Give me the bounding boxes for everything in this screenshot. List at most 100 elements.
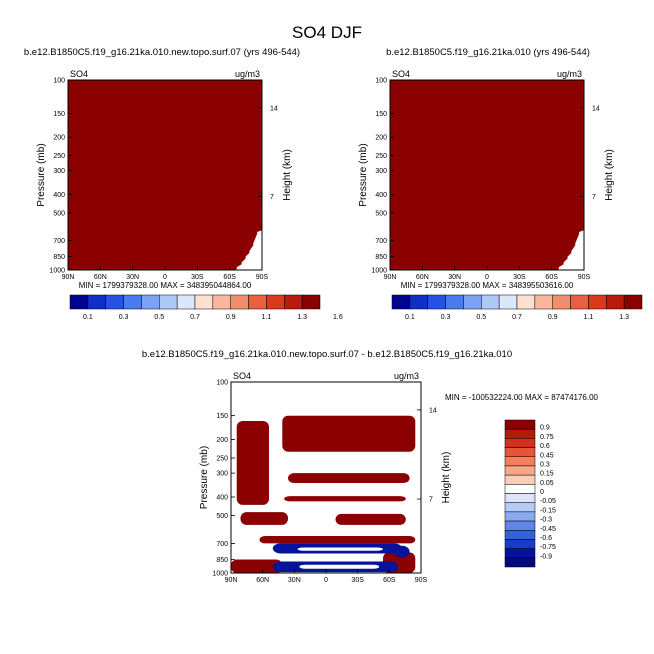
- p1-colorbar-box: [409, 294, 428, 310]
- p2-colorbar-label: -0.15: [540, 507, 556, 514]
- p2-colorbar-box: [504, 557, 536, 568]
- p0-ytick-right-label: 7: [270, 194, 274, 201]
- p0-colorbar-label: 0.3: [119, 314, 129, 321]
- p2-ytick-label: 250: [216, 456, 228, 463]
- p1-xtick-label: 30S: [513, 274, 526, 281]
- p1-ytick-label: 500: [375, 210, 387, 217]
- p0-xtick-label: 30S: [191, 274, 204, 281]
- p0-colorbar-label: 0.9: [226, 314, 236, 321]
- p0-ytick-label: 200: [53, 135, 65, 142]
- p0-xtick-label: 60N: [94, 274, 107, 281]
- p0-units-label: ug/m3: [235, 69, 260, 79]
- p0-missing-region: [234, 230, 262, 270]
- p1-ytick-label: 100: [375, 78, 387, 85]
- p1-colorbar-box: [606, 294, 625, 310]
- p2-colorbar-label: -0.45: [540, 526, 556, 533]
- p1-variable-label: SO4: [392, 69, 410, 79]
- p1-xtick-label: 60S: [545, 274, 558, 281]
- p0-colorbar-label: 1.3: [297, 314, 307, 321]
- p0-colorbar-label: 0.1: [83, 314, 93, 321]
- p0-colorbar-label: 1.1: [262, 314, 272, 321]
- p1-ytick-right-label: 7: [592, 194, 596, 201]
- p2-xtick-label: 60S: [383, 577, 396, 584]
- p2-colorbar-label: -0.6: [540, 535, 552, 542]
- p1-xtick-label: 90S: [578, 274, 591, 281]
- p2-positive-region: [335, 513, 406, 525]
- p2-positive-region: [236, 420, 269, 505]
- p0-xtick-label: 90S: [256, 274, 269, 281]
- p2-xtick-label: 30S: [351, 577, 364, 584]
- p1-ytick-label: 150: [375, 111, 387, 118]
- p1-xtick-label: 30N: [448, 274, 461, 281]
- p2-positive-region: [282, 415, 416, 452]
- p2-xtick-label: 90S: [415, 577, 428, 584]
- p0-colorbar-box: [87, 294, 106, 310]
- p1-colorbar-box: [552, 294, 571, 310]
- p2-units-label: ug/m3: [394, 371, 419, 381]
- p0-colorbar-box: [69, 294, 89, 310]
- p2-colorbar-label: -0.9: [540, 553, 552, 560]
- p2-title: b.e12.B1850C5.f19_g16.21ka.010.new.topo.…: [142, 349, 512, 360]
- p0-colorbar-box: [248, 294, 267, 310]
- p2-colorbar-label: -0.75: [540, 544, 556, 551]
- p2-colorbar-box: [504, 484, 536, 494]
- p2-colorbar-label: -0.05: [540, 498, 556, 505]
- p0-colorbar-box: [141, 294, 160, 310]
- p1-colorbar-box: [445, 294, 464, 310]
- p1-colorbar-box: [463, 294, 482, 310]
- p1-colorbar-label: 1.1: [584, 314, 594, 321]
- p2-xtick-label: 0: [324, 577, 328, 584]
- p0-ytick-label: 100: [53, 78, 65, 85]
- p2-colorbar-box: [504, 548, 536, 559]
- p2-ytick-right-label: 7: [429, 497, 433, 504]
- p1-units-label: ug/m3: [557, 69, 582, 79]
- p2-colorbar-box: [504, 438, 536, 448]
- p0-colorbar-label: 0.7: [190, 314, 200, 321]
- p0-ytick-label: 150: [53, 111, 65, 118]
- p1-colorbar-box: [588, 294, 607, 310]
- p1-colorbar-label: 0.3: [441, 314, 451, 321]
- p1-stats: MIN = 1799379328.00 MAX = 348395503616.0…: [401, 281, 574, 290]
- p0-ytick-label: 1000: [49, 268, 65, 275]
- p0-stats: MIN = 1799379328.00 MAX = 348395044864.0…: [79, 281, 252, 290]
- p2-colorbar-box: [504, 465, 536, 476]
- p0-ytick-label: 300: [53, 168, 65, 175]
- p2-colorbar-box: [504, 447, 536, 457]
- p2-colorbar-box: [504, 474, 536, 485]
- p1-ytick-right-label: 14: [592, 105, 600, 112]
- p2-colorbar-box: [504, 493, 536, 503]
- p2-ytick-label: 300: [216, 471, 228, 478]
- p0-variable-label: SO4: [70, 69, 88, 79]
- p0-colorbar-box: [123, 294, 142, 310]
- p2-colorbar-box: [504, 539, 536, 549]
- p2-ylabel-right: Height (km): [441, 452, 452, 504]
- p0-colorbar-box: [176, 294, 196, 310]
- p0-colorbar-box: [159, 294, 178, 310]
- p2-stats: MIN = -100532224.00 MAX = 87474176.00: [445, 393, 599, 402]
- p0-ytick-label: 500: [53, 210, 65, 217]
- p0-ytick-label: 850: [53, 254, 65, 261]
- p2-ytick-label: 200: [216, 437, 228, 444]
- panel-difference: b.e12.B1850C5.f19_g16.21ka.010.new.topo.…: [142, 349, 599, 584]
- p0-colorbar-box: [230, 294, 249, 310]
- p0-title: b.e12.B1850C5.f19_g16.21ka.010.new.topo.…: [24, 47, 300, 58]
- figure-title: SO4 DJF: [292, 23, 362, 42]
- p0-ytick-label: 400: [53, 192, 65, 199]
- p1-ytick-label: 300: [375, 168, 387, 175]
- p0-colorbar-box: [284, 294, 303, 310]
- p1-colorbar-box: [623, 294, 643, 310]
- p2-colorbar-label: 0.6: [540, 443, 550, 450]
- p1-ytick-label: 400: [375, 192, 387, 199]
- p1-colorbar-box: [570, 294, 589, 310]
- panel-control: b.e12.B1850C5.f19_g16.21ka.010 (yrs 496-…: [358, 47, 643, 321]
- p2-colorbar-box: [504, 419, 536, 430]
- p2-positive-region: [231, 559, 283, 573]
- p1-colorbar-box: [481, 294, 500, 310]
- p2-colorbar-label: 0.15: [540, 471, 554, 478]
- p2-xtick-label: 30N: [288, 577, 301, 584]
- p2-colorbar-label: 0.45: [540, 452, 554, 459]
- p1-colorbar-box: [391, 294, 411, 310]
- p1-xtick-label: 60N: [416, 274, 429, 281]
- p2-positive-region: [240, 512, 288, 525]
